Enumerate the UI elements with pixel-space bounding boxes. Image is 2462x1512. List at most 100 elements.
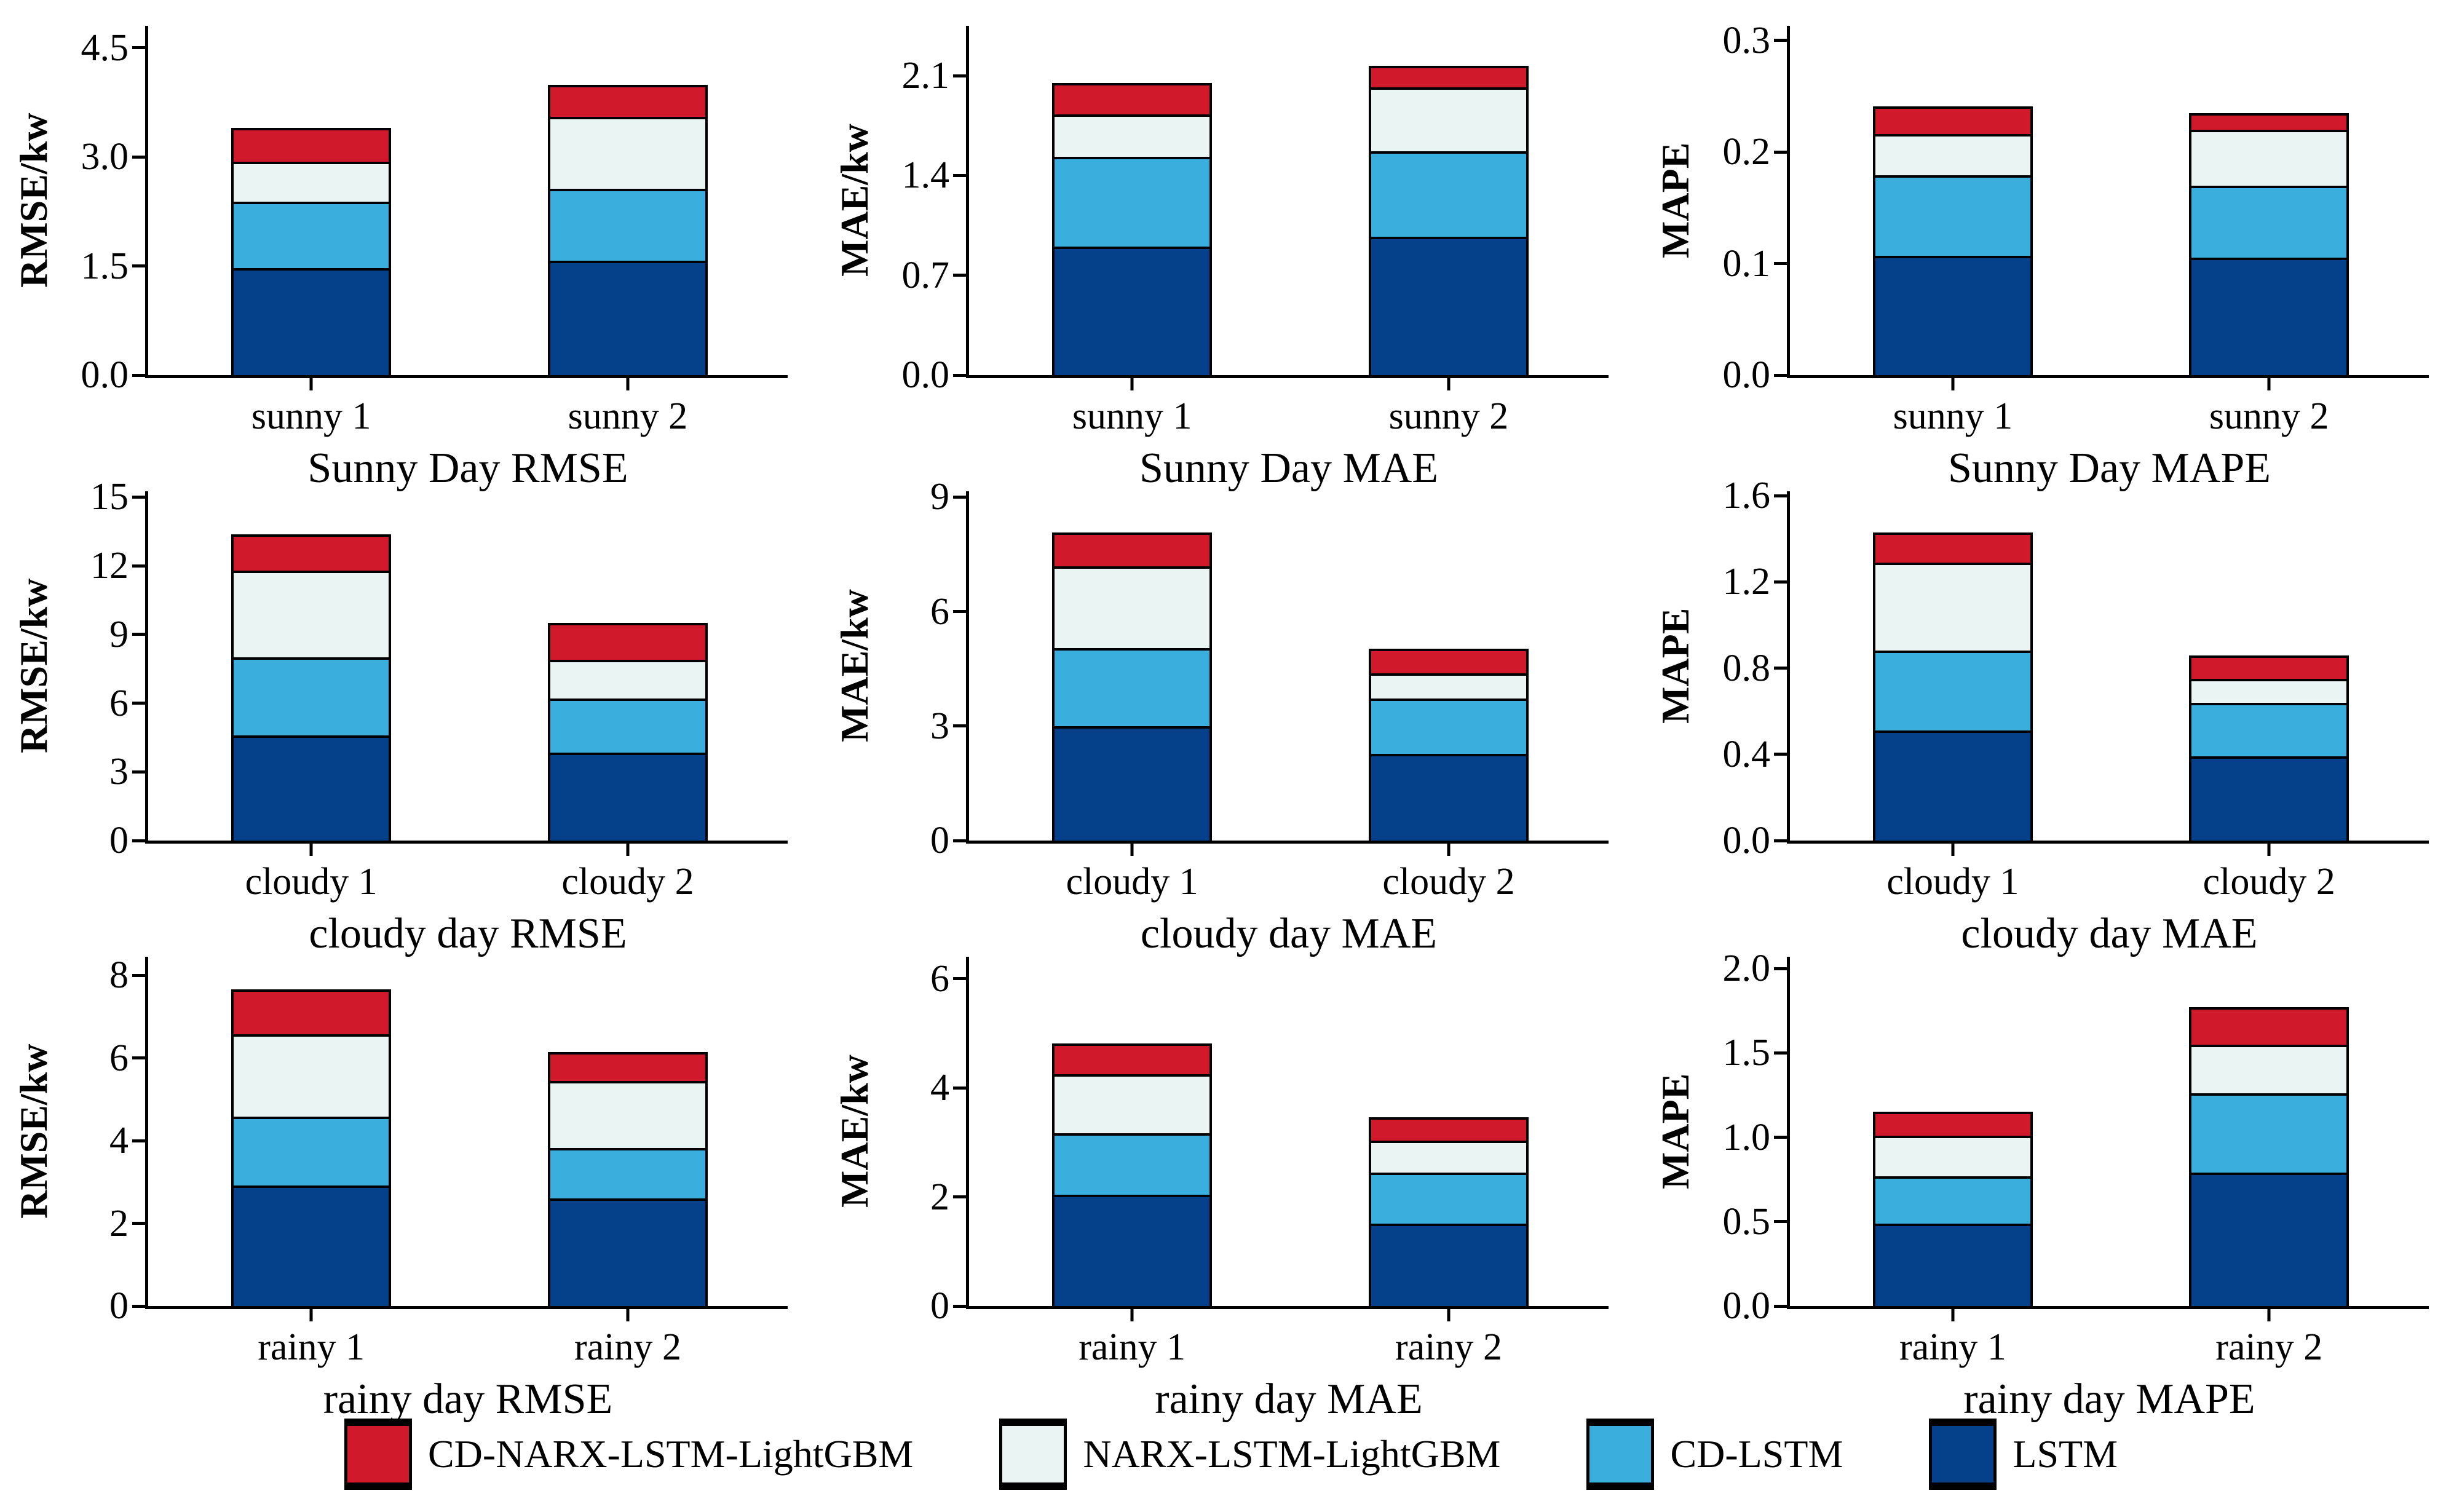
- y-tick-mark: [1774, 967, 1787, 970]
- y-tick-label: 0: [109, 1285, 129, 1327]
- bar-segment-cd-lstm: [2189, 185, 2349, 258]
- bar-segment-lstm: [231, 268, 392, 375]
- bar-segment-narx-lstm-lightgbm: [2189, 679, 2349, 703]
- y-axis-label: RMSE/kw: [12, 1043, 55, 1219]
- y-tick-label: 0.7: [901, 254, 950, 296]
- y-tick-label: 0.2: [1722, 131, 1771, 173]
- y-tick-mark: [132, 46, 145, 49]
- y-tick-mark: [1774, 1220, 1787, 1224]
- bar-segment-lstm: [1052, 726, 1213, 841]
- y-tick-label: 0: [930, 1285, 949, 1327]
- bar-segment-cd-lstm: [1369, 1172, 1529, 1224]
- x-tick-mark: [1447, 844, 1451, 856]
- stacked-bar: [1369, 65, 1529, 375]
- y-tick-label: 15: [90, 476, 129, 518]
- chart-title: cloudy day RMSE: [309, 910, 627, 957]
- chart-rainy-day-rmse: RMSE/kw 0 2 4 6 8 rainy 1 rainy 2 rainy day RMS…: [0, 931, 821, 1423]
- plot-area: 0 3 6 9 12 15 cloudy 1 cloudy 2 cloudy day RMSE: [90, 478, 788, 957]
- bar-segment-cd-narx-lstm-lightgbm: [1052, 532, 1213, 567]
- category-label: cloudy 1: [1066, 861, 1198, 903]
- y-tick-mark: [953, 977, 966, 980]
- bar-segment-cd-lstm: [548, 699, 708, 753]
- y-tick-mark: [953, 724, 966, 728]
- bar-segment-narx-lstm-lightgbm: [548, 659, 708, 699]
- bar-segment-lstm: [1369, 754, 1529, 841]
- y-tick-mark: [953, 373, 966, 377]
- y-axis-label: MAPE: [1653, 608, 1697, 724]
- stacked-bar: [231, 989, 392, 1306]
- y-tick-label: 0.0: [1722, 354, 1771, 396]
- legend-item: CD-LSTM: [1586, 1419, 1843, 1490]
- y-tick-label: 0: [930, 820, 949, 861]
- stacked-bar: [548, 623, 708, 841]
- stacked-bar: [1873, 532, 2033, 841]
- y-tick-mark: [953, 74, 966, 77]
- bar-segment-lstm: [2189, 756, 2349, 841]
- bar-segment-narx-lstm-lightgbm: [1873, 1135, 2033, 1176]
- y-tick-label: 1.4: [901, 154, 950, 197]
- y-axis-label: MAE/kw: [833, 1055, 876, 1208]
- x-tick-mark: [309, 378, 313, 390]
- category-label: cloudy 1: [1886, 861, 2019, 903]
- legend-item: CD-NARX-LSTM-LightGBM: [344, 1419, 913, 1490]
- bar-segment-cd-narx-lstm-lightgbm: [231, 534, 392, 571]
- chart-title: rainy day MAPE: [1963, 1375, 2255, 1423]
- bar-segment-cd-narx-lstm-lightgbm: [1052, 1043, 1213, 1074]
- y-tick-label: 2.1: [901, 55, 950, 97]
- legend-label: NARX-LSTM-LightGBM: [1083, 1432, 1501, 1476]
- bar-segment-cd-lstm: [1873, 1176, 2033, 1224]
- y-tick-mark: [132, 495, 145, 499]
- stacked-bar: [1369, 648, 1529, 841]
- y-tick-mark: [132, 1304, 145, 1308]
- bar-segment-cd-lstm: [231, 202, 392, 269]
- bar-segment-narx-lstm-lightgbm: [1052, 114, 1213, 157]
- category-label: rainy 1: [1079, 1326, 1186, 1368]
- y-axis-label: MAPE: [1653, 1073, 1697, 1190]
- category-label: sunny 1: [251, 395, 371, 437]
- stacked-bar: [2189, 655, 2349, 841]
- y-tick-label: 0.0: [1722, 820, 1771, 861]
- y-tick-label: 6: [109, 682, 129, 724]
- y-tick-label: 9: [109, 613, 129, 655]
- chart-title: Sunny Day MAE: [1139, 445, 1439, 492]
- x-tick-mark: [2267, 378, 2271, 390]
- bar-segment-narx-lstm-lightgbm: [1873, 134, 2033, 176]
- y-tick-label: 0: [109, 820, 129, 861]
- chart-title: Sunny Day MAPE: [1947, 445, 2271, 492]
- y-tick-mark: [953, 1304, 966, 1308]
- stacked-bar: [1052, 532, 1213, 841]
- y-tick-label: 3: [930, 705, 949, 747]
- legend-item: NARX-LSTM-LightGBM: [999, 1419, 1500, 1490]
- bar-segment-cd-lstm: [1052, 647, 1213, 726]
- x-tick-mark: [626, 1309, 630, 1321]
- plot-area: 0.0 0.1 0.2 0.3 sunny 1 sunny 2 Sunny Day MAPE: [1723, 22, 2429, 492]
- plot-area: 0.0 1.5 3.0 4.5 sunny 1 sunny 2 Sunny Day RMSE: [81, 26, 788, 492]
- bar-segment-cd-narx-lstm-lightgbm: [1369, 648, 1529, 673]
- x-tick-mark: [2267, 1309, 2271, 1321]
- y-tick-label: 0.0: [901, 354, 950, 396]
- y-tick-label: 6: [109, 1037, 129, 1079]
- y-tick-mark: [132, 373, 145, 377]
- pale-swatch: [999, 1419, 1067, 1490]
- bar-segment-cd-narx-lstm-lightgbm: [548, 623, 708, 660]
- bar-segment-lstm: [231, 1185, 392, 1306]
- navy-swatch: [1929, 1419, 1997, 1490]
- x-tick-mark: [1130, 378, 1134, 390]
- y-tick-label: 1.6: [1722, 475, 1771, 517]
- bar-segment-cd-narx-lstm-lightgbm: [1369, 65, 1529, 87]
- bar-segment-cd-lstm: [548, 1148, 708, 1198]
- bar-segment-lstm: [548, 1198, 708, 1306]
- y-tick-label: 0.5: [1722, 1200, 1771, 1243]
- x-tick-mark: [1447, 1309, 1451, 1321]
- plot-area: 0.0 0.7 1.4 2.1 sunny 1 sunny 2 Sunny Day MAE: [902, 26, 1609, 492]
- stacked-bar: [1369, 1117, 1529, 1306]
- bar-segment-lstm: [1873, 1223, 2033, 1306]
- y-tick-label: 1.5: [81, 245, 129, 287]
- bar-segment-cd-narx-lstm-lightgbm: [1052, 82, 1213, 114]
- chart-sunny-day-rmse: RMSE/kw 0.0 1.5 3.0 4.5 sunny 1 sunny 2 Sunny …: [0, 0, 821, 492]
- category-label: sunny 1: [1893, 395, 2013, 437]
- stacked-bar: [2189, 1007, 2349, 1306]
- y-tick-label: 8: [109, 954, 129, 997]
- x-tick-mark: [2267, 844, 2271, 856]
- y-tick-label: 0.0: [81, 354, 129, 396]
